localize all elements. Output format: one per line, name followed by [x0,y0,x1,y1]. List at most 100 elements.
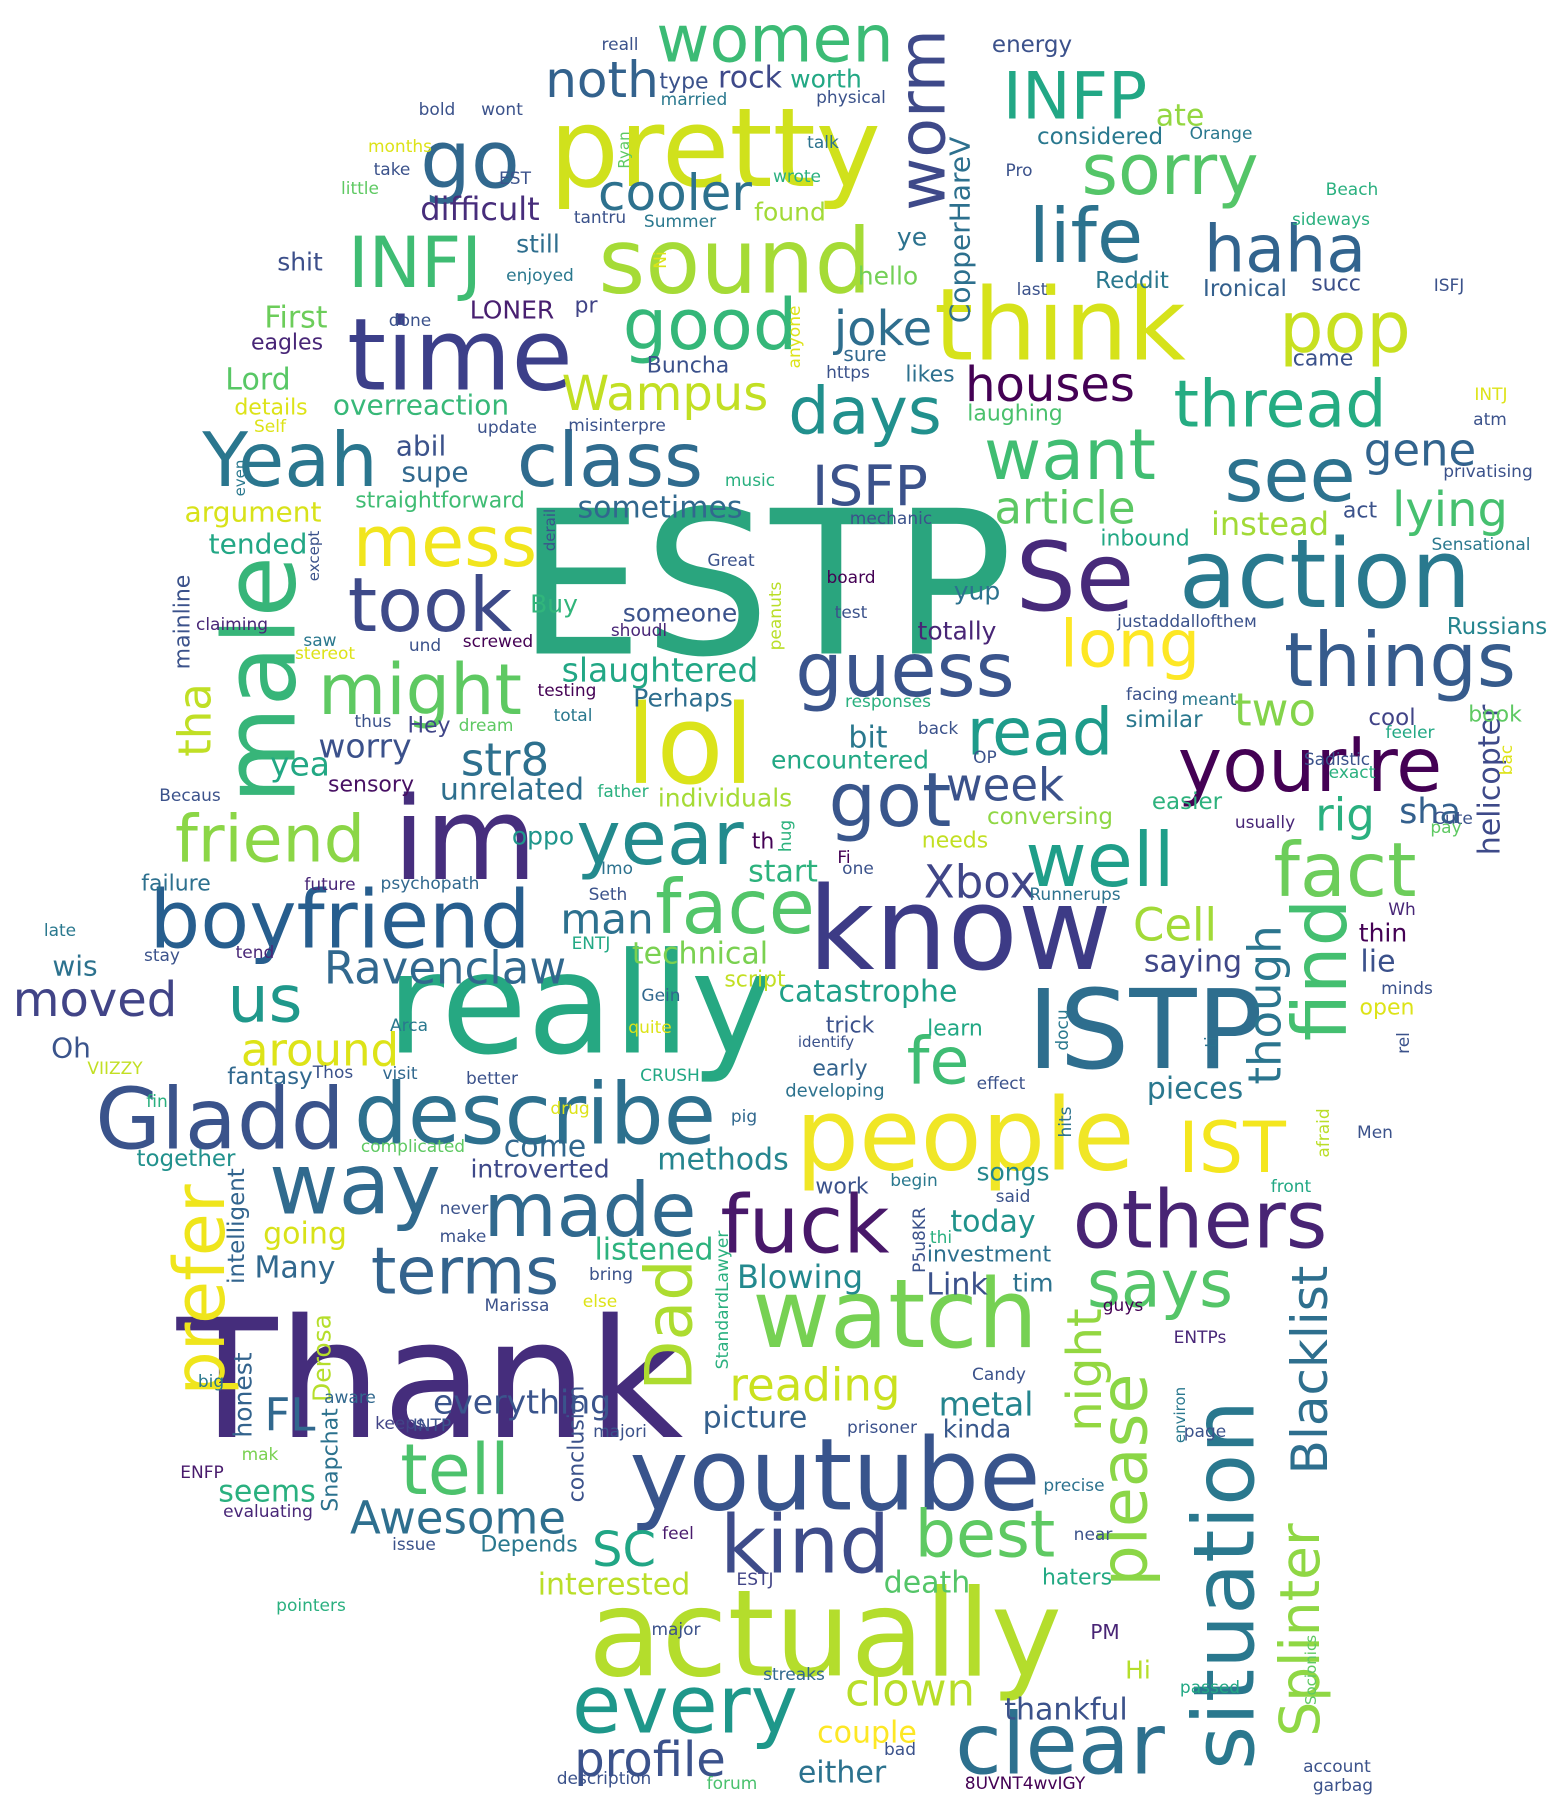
word-details: details [234,396,307,421]
word-came: came [1293,347,1354,372]
word-self: Self [254,417,287,437]
word-good: good [623,284,798,366]
word-copperharev: CopperHareV [944,137,977,323]
word-night: night [1057,1308,1113,1431]
word-yea: yea [270,745,330,784]
word-encountered: encountered [771,746,929,775]
word-streaks: streaks [763,1665,825,1685]
word-read: read [967,696,1113,771]
word-snapchat: Snapchat [319,1408,344,1512]
word-terms: terms [371,1235,559,1310]
word-clear: clear [955,1696,1165,1795]
word-fi: Fi [837,848,850,868]
word-men: Men [1357,1123,1393,1143]
word-keeps: keeps [375,1414,425,1434]
word-summer: Summer [644,212,716,232]
word-man: man [560,895,653,944]
word-though: though [1239,925,1292,1084]
word-investment: investment [927,1243,1052,1268]
word-pm: PM [1090,1620,1119,1644]
word-intp: INTP [413,1416,451,1436]
word-wampus: Wampus [562,366,768,422]
word-gein: Gein [641,986,680,1006]
word-learn: learn [927,1017,983,1042]
word-please: please [1088,1374,1163,1587]
word-kinda: kinda [943,1415,1011,1444]
word-article: article [994,482,1135,535]
word-little: little [341,179,379,199]
word-wh: Wh [1388,900,1416,920]
word-life: life [1029,192,1143,280]
word-depends: Depends [480,1533,577,1558]
word-viizzy: VIIZZY [87,1059,143,1079]
word-ti: ti [1202,1036,1222,1047]
word-made: made [484,1166,697,1254]
word-married: married [661,90,728,110]
word-people: people [796,1077,1135,1194]
word-pr: pr [574,294,598,319]
word-find: find [1276,899,1364,1041]
word-th: th [752,830,775,855]
word-clown: clown [845,1664,975,1717]
word-standardlawyer: StandardLawyer [713,1231,733,1370]
word-never: never [440,1199,489,1219]
word-easier: easier [1152,789,1223,815]
word-eagles: eagles [251,331,323,356]
word-issue: issue [392,1535,436,1555]
word-page: page [1184,1422,1226,1442]
word-might: might [318,649,522,731]
word-socionics: Socionics [1302,1635,1320,1705]
word-majori: majori [593,1422,647,1442]
word-est: EST [499,169,532,189]
word-action: action [1179,520,1471,630]
word-marissa: Marissa [485,1296,550,1316]
word-minds: minds [1381,979,1433,999]
word-reading: reading [730,1359,901,1412]
word-pieces: pieces [1147,1072,1243,1107]
word-link: Link [926,1268,988,1303]
word-sound: sound [598,210,871,315]
word-songs: songs [976,1158,1049,1187]
word-https: https [826,363,870,383]
word-orange: Orange [1190,124,1253,144]
word-seth: Seth [589,885,628,905]
word-thank: Thank [176,1284,684,1476]
word-docu: docu [1053,1009,1073,1050]
word-cool: cool [1368,705,1415,731]
word-ye: ye [897,223,927,252]
word-mechanic: mechanic [850,509,932,529]
word-technical: technical [632,937,768,972]
word-gladd: Gladd [95,1071,344,1170]
word-worth: worth [790,65,862,94]
word-estj: ESTJ [737,1570,774,1590]
word-actually: actually [588,1566,1062,1705]
word-talk: talk [807,133,839,153]
word-boyfriend: boyfriend [149,874,530,967]
word-board: board [826,568,875,588]
word-two: two [1234,684,1316,737]
word-infp: INFP [1003,60,1147,135]
word-abil: abil [396,430,447,463]
word-pig: pig [731,1107,757,1127]
word-overreaction: overreaction [333,389,509,422]
word-pointers: pointers [276,1596,346,1616]
word-face: face [655,863,815,951]
word-facing: facing [1126,685,1178,705]
word-straightforward: straightforward [355,489,525,514]
word-ironical: Ironical [1203,276,1287,302]
word-bad: bad [884,1740,916,1760]
word-drug: drug [550,1099,589,1119]
word-se: Se [1016,523,1135,633]
word-forum: forum [707,1774,758,1794]
word-russians: Russians [1447,614,1548,640]
word-go: go [420,114,520,207]
word-mak: mak [242,1445,279,1465]
word-male: male [202,556,319,804]
word-seems: seems [218,1475,315,1510]
word-rel: rel [1394,1032,1414,1054]
word-account: account [1303,1757,1371,1777]
word-except: except [305,531,323,582]
word-wrote: wrote [773,167,821,187]
word-guys: guys [1103,1296,1144,1316]
word-going: going [263,1217,347,1252]
